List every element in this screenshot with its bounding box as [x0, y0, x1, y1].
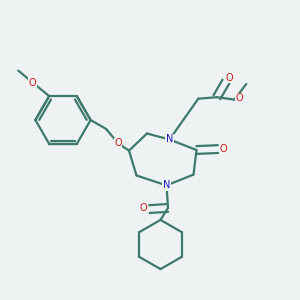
- Text: O: O: [29, 78, 37, 88]
- Text: N: N: [166, 134, 173, 145]
- Text: N: N: [163, 180, 170, 190]
- Text: O: O: [220, 144, 227, 154]
- Text: O: O: [114, 138, 122, 148]
- Text: O: O: [225, 73, 233, 83]
- Text: O: O: [140, 203, 147, 213]
- Text: O: O: [236, 93, 244, 103]
